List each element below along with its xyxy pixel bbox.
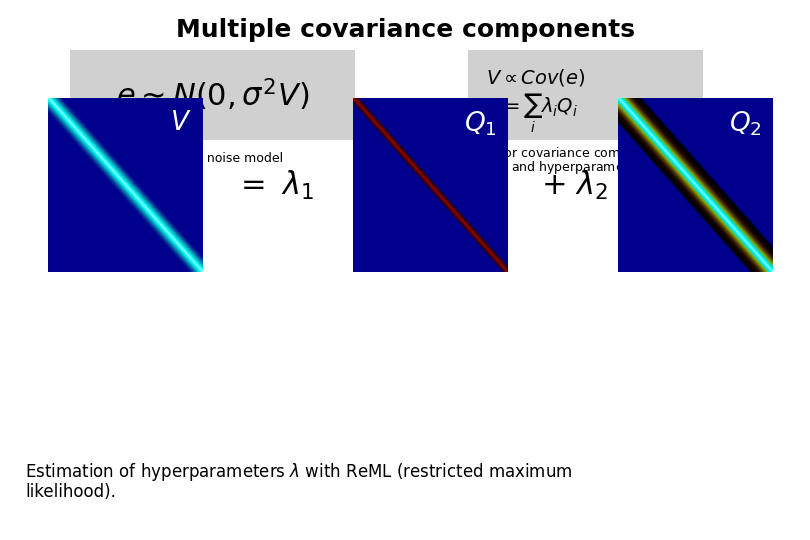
Text: $Q_2$: $Q_2$ xyxy=(729,110,761,138)
Text: Estimation of hyperparameters $\lambda$ with ReML (restricted maximum: Estimation of hyperparameters $\lambda$ … xyxy=(25,461,573,483)
Text: Multiple covariance components: Multiple covariance components xyxy=(176,18,634,42)
Text: error covariance components $Q$: error covariance components $Q$ xyxy=(486,145,685,163)
Bar xyxy=(468,50,703,140)
Text: $Q_1$: $Q_1$ xyxy=(464,110,497,138)
Text: $+\ \lambda_2$: $+\ \lambda_2$ xyxy=(542,168,608,201)
Text: enhanced noise model: enhanced noise model xyxy=(142,152,284,165)
Text: $V = \sum_i \lambda_i Q_i$: $V = \sum_i \lambda_i Q_i$ xyxy=(486,91,578,134)
Text: $e \sim N(0, \sigma^2 V)$: $e \sim N(0, \sigma^2 V)$ xyxy=(116,77,309,113)
Text: $=\ \lambda_1$: $=\ \lambda_1$ xyxy=(236,168,314,201)
Text: and hyperparameters $\lambda$: and hyperparameters $\lambda$ xyxy=(511,159,659,177)
Text: likelihood).: likelihood). xyxy=(25,483,116,501)
Bar xyxy=(70,50,355,140)
Text: $V \propto Cov(e)$: $V \propto Cov(e)$ xyxy=(486,68,586,89)
Text: $V$: $V$ xyxy=(170,110,192,135)
